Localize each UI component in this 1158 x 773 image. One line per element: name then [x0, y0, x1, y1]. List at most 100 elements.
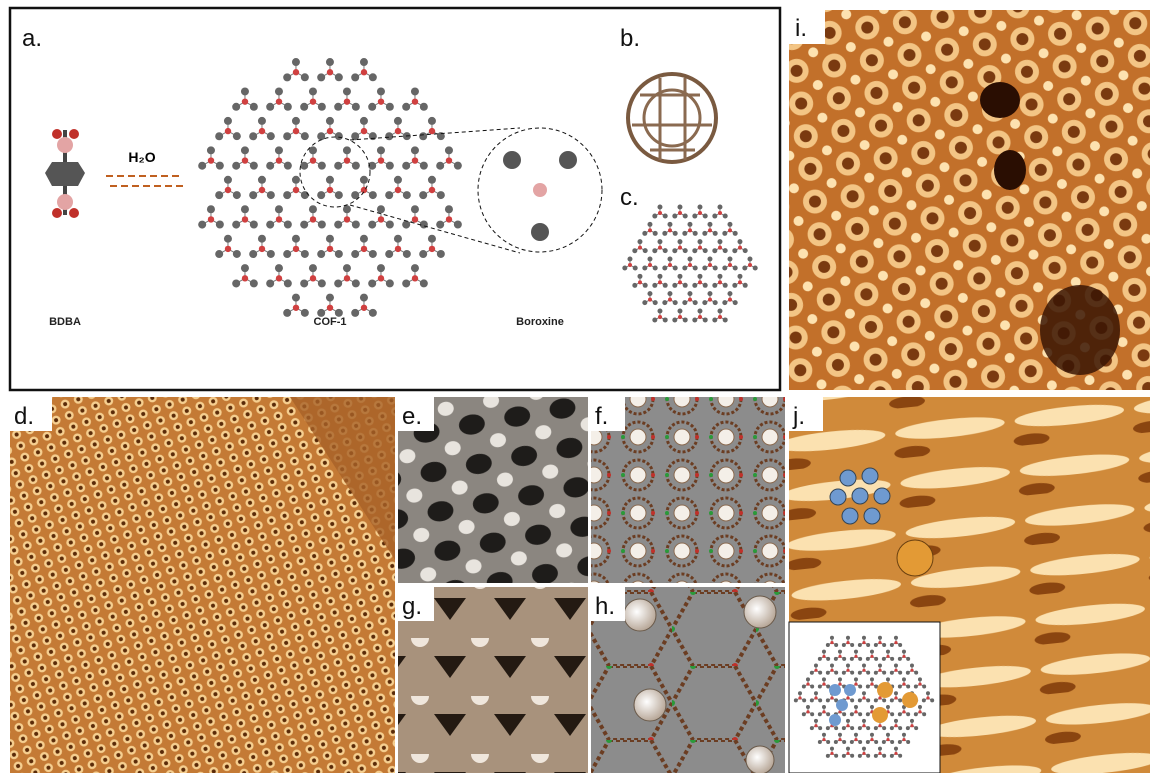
atom: [638, 280, 642, 285]
atom: [722, 300, 728, 306]
atom: [865, 684, 870, 689]
atom: [368, 279, 377, 288]
atom: [300, 102, 309, 111]
atom: [817, 656, 822, 661]
panel-label: c.: [620, 184, 639, 211]
atom: [814, 668, 818, 672]
atom: [351, 102, 360, 111]
atom: [308, 264, 317, 273]
atom: [342, 264, 351, 273]
atom: [274, 87, 283, 96]
atom: [325, 175, 334, 184]
atom: [712, 282, 718, 288]
atom: [385, 191, 394, 200]
atom: [889, 698, 894, 703]
atom: [910, 724, 914, 728]
atom: [672, 317, 678, 323]
atom: [866, 753, 871, 758]
atom: [850, 670, 855, 675]
atom: [662, 248, 668, 254]
atom: [854, 654, 858, 659]
atom: [317, 161, 326, 170]
atom: [842, 656, 847, 661]
atom: [801, 712, 806, 717]
atom: [368, 220, 377, 229]
atom: [825, 753, 830, 758]
atom: [853, 649, 858, 654]
atom: [885, 677, 890, 682]
atom: [862, 751, 866, 756]
atom: [283, 308, 292, 317]
atom: [845, 718, 850, 723]
atom: [258, 186, 266, 194]
atom: [668, 263, 672, 267]
atom: [889, 670, 894, 675]
atom: [698, 211, 702, 216]
atom: [882, 698, 887, 703]
atom: [283, 279, 292, 288]
atom: [642, 230, 648, 236]
panel-label: d.: [14, 403, 34, 430]
atom: [882, 670, 887, 675]
atom: [834, 670, 839, 675]
atom: [648, 263, 652, 267]
atom: [813, 663, 818, 668]
atom: [241, 275, 249, 282]
atom: [692, 300, 698, 306]
panel-label: i.: [795, 15, 807, 42]
atom: [291, 175, 300, 184]
atom: [652, 265, 658, 271]
atom: [885, 732, 890, 737]
label-box: [10, 397, 52, 431]
atom: [882, 642, 887, 647]
atom: [906, 684, 911, 689]
atom: [861, 691, 866, 696]
atom: [317, 102, 326, 111]
atom: [658, 314, 662, 319]
atom: [360, 127, 368, 135]
atom: [258, 245, 266, 253]
atom: [697, 273, 703, 279]
atom: [657, 273, 663, 279]
atom: [698, 280, 702, 285]
molecule-name: BDBA: [49, 316, 81, 328]
atom: [866, 670, 871, 675]
atom: [837, 677, 842, 682]
atom: [241, 157, 249, 164]
atom: [697, 204, 703, 210]
atom: [882, 726, 887, 731]
atom: [317, 308, 326, 317]
atom: [224, 127, 232, 135]
atom: [882, 753, 887, 758]
atom: [342, 205, 351, 214]
atom: [893, 718, 898, 723]
equilibrium-arrows: [106, 175, 185, 187]
atom: [224, 186, 232, 194]
atom: [797, 691, 802, 696]
atom: [308, 205, 317, 214]
atom: [722, 265, 728, 271]
atom: [300, 191, 309, 200]
atom: [647, 221, 653, 227]
panel-label: j.: [792, 403, 805, 430]
atom: [718, 211, 722, 216]
atom: [830, 640, 834, 645]
atom: [829, 684, 841, 696]
atom: [241, 98, 249, 105]
atom: [215, 191, 224, 200]
atom: [874, 739, 879, 744]
atom: [628, 263, 632, 267]
atom: [559, 151, 577, 169]
atom: [385, 132, 394, 141]
atom: [317, 191, 326, 200]
atom: [275, 157, 283, 164]
atom: [913, 712, 918, 717]
atom: [657, 239, 663, 245]
atom: [898, 642, 903, 647]
atom: [402, 249, 411, 258]
atom: [897, 739, 902, 744]
atom: [742, 265, 748, 271]
atom: [642, 248, 648, 254]
atom: [351, 308, 360, 317]
panel-label: h.: [595, 593, 615, 620]
